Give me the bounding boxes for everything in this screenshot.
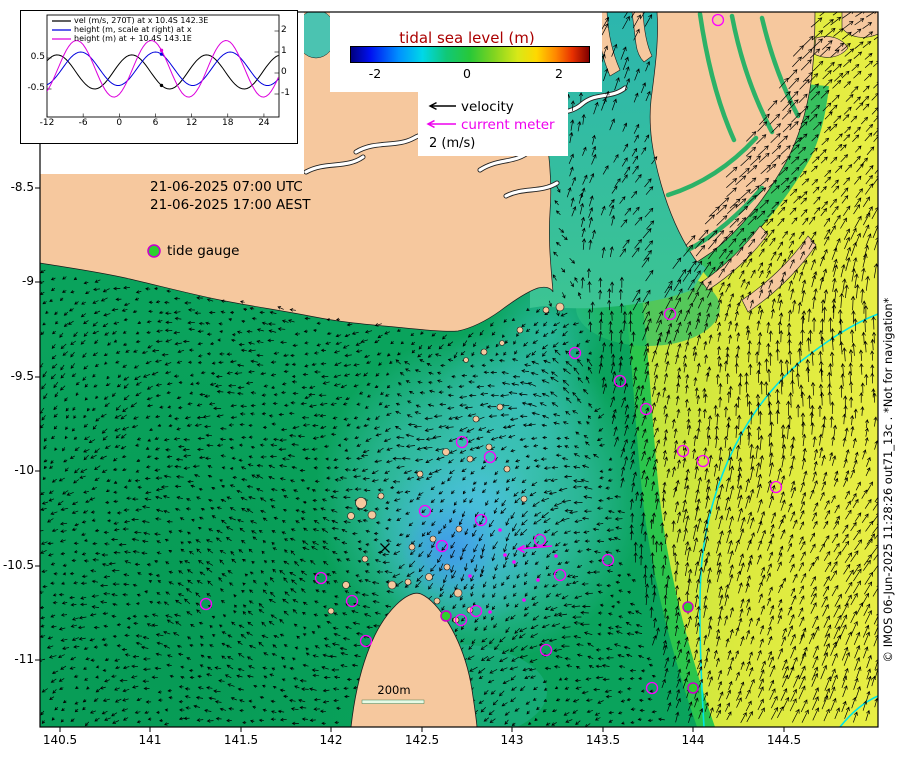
inset-right-tick-label: 1: [281, 46, 287, 56]
velocity-arrow-field: [40, 12, 878, 727]
y-axis-label: -10.5: [2, 558, 34, 572]
legend-speed-scale-label: 2 (m/s): [429, 136, 476, 151]
inset-right-tick-label: 2: [281, 25, 287, 35]
colorbar-tick-label: 2: [555, 66, 563, 81]
current-meter-ring: [533, 533, 547, 547]
fly-delta-land: [559, 12, 878, 313]
current-meter-dot: [536, 578, 540, 582]
x-axis-label: 141: [138, 733, 162, 747]
current-meter-ring: [345, 594, 359, 608]
inset-x-tick-label: 18: [222, 118, 234, 128]
inset-x-tick-label: -6: [78, 118, 88, 128]
inset-x-tick-label: -12: [39, 118, 55, 128]
current-meter-ring: [601, 553, 615, 567]
x-axis-label: 141.5: [223, 733, 259, 747]
current-meter-ring: [199, 597, 213, 611]
current-meter-dot: [503, 553, 507, 557]
x-axis-label: 144.5: [766, 733, 802, 747]
velocity-arrow-icon: [428, 101, 456, 111]
site-x-marker: [380, 543, 390, 553]
current-meter-ring: [711, 13, 725, 27]
current-meter-ring: [418, 504, 432, 518]
inset-x-tick-label: 24: [258, 118, 270, 128]
legend-glyphs: [147, 101, 456, 704]
legend-velocity-label: velocity: [461, 99, 514, 115]
colorbar-gradient: [350, 46, 590, 63]
x-axis-label: 143.5: [585, 733, 621, 747]
timestamp-utc: 21-06-2025 07:00 UTC: [150, 179, 303, 195]
watermark-text: © IMOS 06-Jun-2025 11:28:26 out71_13c . …: [881, 297, 895, 663]
cape-york-and-islands: [327, 302, 565, 727]
inset-x-tick-label: 6: [152, 118, 159, 128]
scale-bar: [361, 699, 425, 704]
current-meter-dot: [522, 598, 526, 602]
y-axis-label: -11: [14, 652, 34, 666]
current-meter-ring: [676, 444, 690, 458]
current-meter-dot: [498, 528, 502, 532]
inset-timeseries-panel: vel (m/s, 270T) at x 10.4S 142.3E height…: [20, 10, 298, 144]
current-meter-map-arrow: [516, 544, 553, 554]
map-frame: [35, 11, 879, 732]
tide-gauge-marker: [687, 682, 699, 694]
colorbar-title: tidal sea level (m): [399, 29, 535, 47]
current-meter-arrow-icon: [426, 119, 456, 129]
current-meter-ring: [639, 402, 653, 416]
colorbar-tick-label: -2: [368, 66, 382, 81]
current-meter-dot: [512, 560, 516, 564]
x-axis-label: 144: [681, 733, 705, 747]
tide-gauge-icon: [147, 244, 161, 258]
legend-tide-gauge-label: tide gauge: [167, 243, 240, 259]
current-meter-ring: [769, 480, 783, 494]
tide-gauge-marker: [682, 601, 694, 613]
inset-plot: [46, 14, 280, 118]
current-meter-dot: [488, 610, 492, 614]
inset-legend-samples: [52, 20, 71, 40]
x-axis-label: 143: [500, 733, 524, 747]
current-meter-dot: [468, 574, 472, 578]
x-axis-label: 142: [319, 733, 343, 747]
current-meter-ring: [454, 613, 468, 627]
current-meter-ring: [645, 681, 659, 695]
inset-left-tick-label: 0.5: [30, 52, 45, 62]
current-meter-ring: [568, 346, 582, 360]
inset-legend-height-x: height (m, scale at right) at x: [74, 25, 192, 34]
current-meter-ring: [553, 568, 567, 582]
current-meter-ring: [663, 307, 677, 321]
inset-x-tick-label: 12: [185, 118, 198, 128]
inset-x-tick-label: 0: [116, 118, 123, 128]
colorbar-tick-label: 0: [463, 66, 471, 81]
current-meter-ring: [696, 454, 710, 468]
y-axis-label: -10: [14, 463, 34, 477]
current-meter-ring: [539, 643, 553, 657]
current-meter-ring: [455, 435, 469, 449]
y-axis-label: -9.5: [10, 369, 34, 383]
y-axis-label: -9: [22, 274, 34, 288]
current-meter-ring: [483, 450, 497, 464]
current-meter-ring: [613, 374, 627, 388]
current-meter-ring: [469, 604, 483, 618]
colorbar-ticks: -2 0 2: [350, 66, 588, 82]
y-axis-label: -8.5: [10, 180, 34, 194]
timestamp-local: 21-06-2025 17:00 AEST: [150, 197, 311, 213]
current-meter-ring: [359, 634, 373, 648]
inset-left-tick-label: -0.5: [27, 83, 45, 93]
depth-contour: [699, 313, 878, 727]
delta-channels: [665, 12, 801, 253]
current-meter-ring: [474, 513, 488, 527]
current-meter-dot: [554, 554, 558, 558]
scale-bar-label: 200m: [377, 683, 411, 697]
current-meter-ring: [435, 539, 449, 553]
legend-current-meter-label: current meter: [461, 117, 555, 133]
inset-legend-vel: vel (m/s, 270T) at x 10.4S 142.3E: [74, 16, 209, 25]
instrument-markers: [199, 13, 783, 695]
x-axis-label: 140.5: [42, 733, 78, 747]
current-meter-ring: [314, 571, 328, 585]
inset-right-tick-label: -1: [281, 88, 290, 98]
inset-right-tick-label: 0: [281, 67, 287, 77]
x-axis-label: 142.5: [404, 733, 440, 747]
inset-legend-height-p: height (m) at + 10.4S 143.1E: [74, 34, 192, 43]
tide-gauge-marker: [440, 610, 452, 622]
